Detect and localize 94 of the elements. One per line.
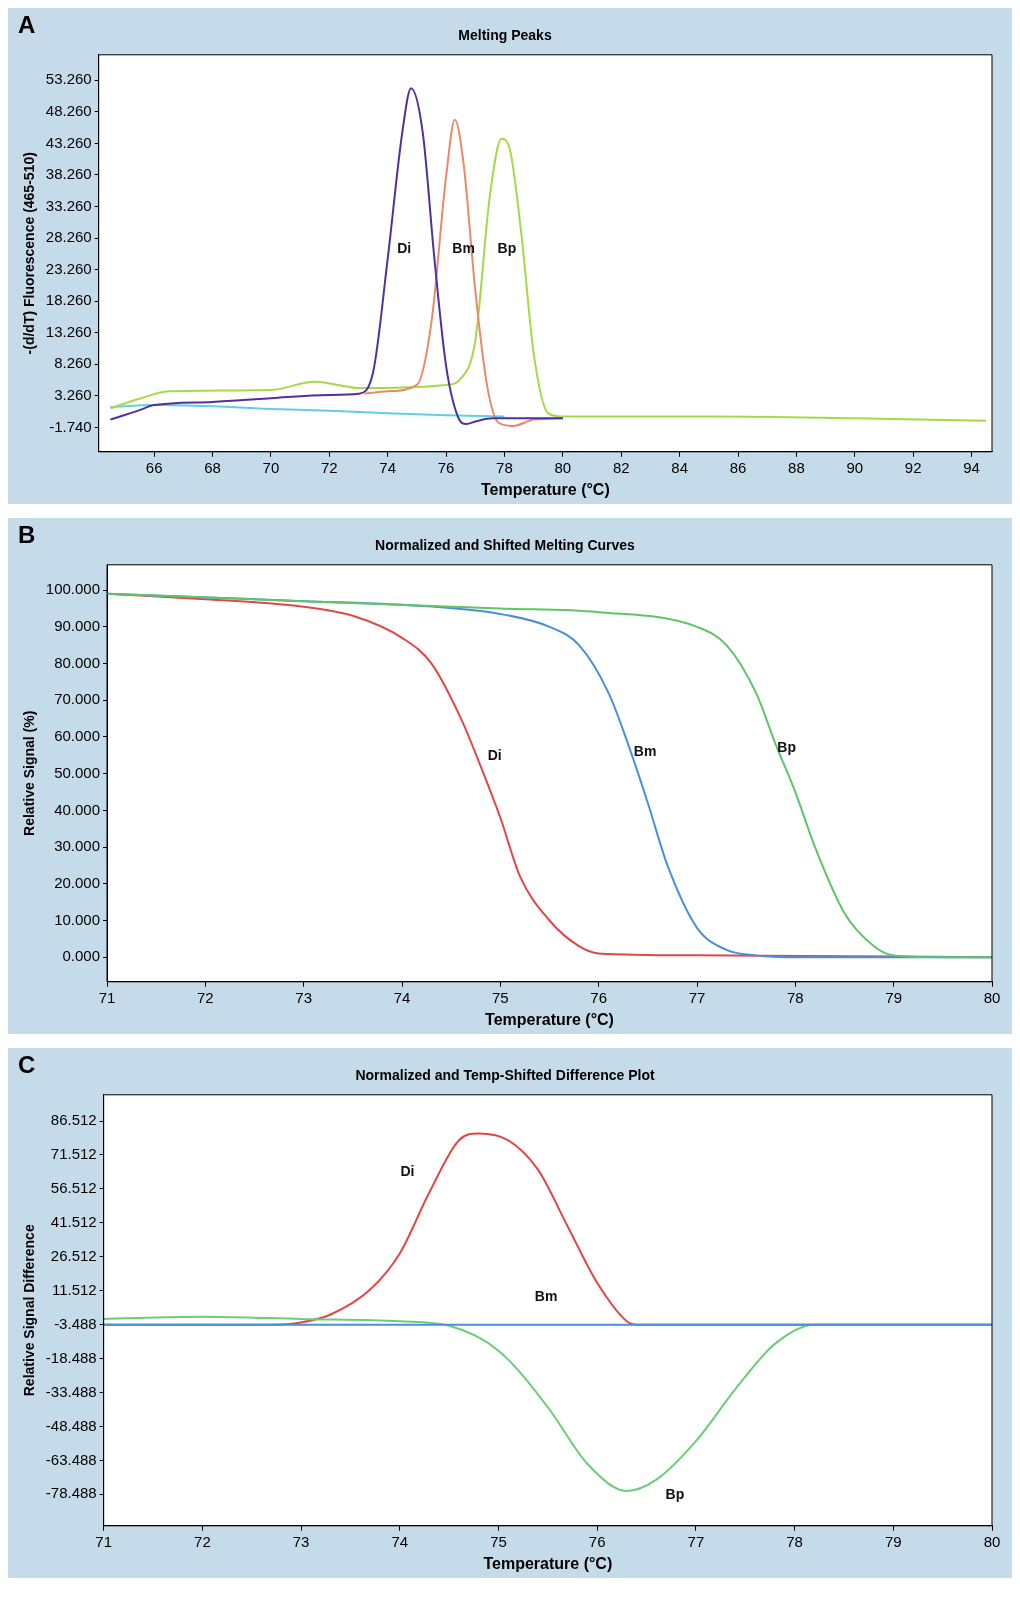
x-tick-label: 78	[786, 1532, 803, 1550]
line-series	[107, 592, 992, 959]
y-tick-label: 80.000	[54, 653, 101, 671]
y-tick-label: 11.512	[51, 1280, 97, 1298]
y-tick-label: 0.000	[62, 947, 101, 965]
x-tick-label: 94	[963, 458, 980, 476]
y-tick-label: 10.000	[54, 910, 101, 928]
x-tick-label: 78	[496, 458, 513, 476]
y-tick-label: 3.260	[54, 386, 92, 404]
chart-title: Normalized and Temp-Shifted Difference Plot	[355, 1067, 655, 1084]
x-tick-label: 78	[786, 988, 804, 1006]
y-tick-label: 20.000	[54, 873, 101, 891]
x-tick-label: 76	[437, 458, 455, 476]
series-label: Bp	[497, 240, 517, 257]
x-tick-label: 72	[320, 458, 338, 476]
y-tick-label: 26.512	[50, 1246, 97, 1264]
y-tick-label: 8.260	[54, 354, 92, 372]
series-label: Bp	[665, 1486, 685, 1503]
y-tick-label: 40.000	[54, 800, 101, 818]
text: A	[18, 10, 36, 38]
y-tick-label: 50.000	[54, 763, 101, 781]
y-tick-label: 56.512	[50, 1179, 97, 1197]
y-tick-label: 18.260	[45, 291, 92, 309]
x-tick-label: 70	[262, 458, 280, 476]
x-tick-label: 72	[194, 1532, 211, 1550]
x-tick-label: 90	[846, 458, 864, 476]
y-tick-label: -3.488	[54, 1314, 97, 1332]
x-tick-label: 76	[590, 988, 608, 1006]
x-tick-label: 92	[904, 458, 922, 476]
series-label: Di	[400, 1163, 415, 1180]
y-axis-title: -(d/dT) Fluorescence (465-510)	[21, 152, 38, 355]
y-axis-title: Relative Signal (%)	[21, 710, 38, 836]
x-tick-label: 79	[884, 1532, 902, 1550]
y-tick-label: -18.488	[45, 1348, 97, 1366]
y-tick-label: 13.260	[45, 322, 92, 340]
x-tick-label: 88	[788, 458, 805, 476]
y-tick-label: 60.000	[54, 727, 101, 745]
x-tick-label: 80	[983, 1532, 1001, 1550]
y-tick-label: 23.260	[45, 259, 92, 277]
x-tick-label: 68	[204, 458, 221, 476]
x-tick-label: 80	[554, 458, 572, 476]
chart-title: Melting Peaks	[458, 27, 552, 44]
y-tick-label: 71.512	[50, 1145, 97, 1163]
y-tick-label: -33.488	[45, 1382, 97, 1400]
x-tick-label: 71	[95, 1532, 113, 1550]
y-tick-label: 86.512	[50, 1111, 97, 1129]
x-tick-label: 77	[688, 988, 706, 1006]
y-tick-label: 30.000	[54, 837, 101, 855]
y-tick-label: 41.512	[50, 1212, 97, 1230]
x-tick-label: 76	[588, 1532, 606, 1550]
y-tick-label: -63.488	[45, 1450, 97, 1468]
series-label: Bm	[633, 743, 657, 760]
y-tick-label: 100.000	[45, 580, 101, 598]
x-tick-label: 74	[393, 988, 411, 1006]
x-tick-label: 84	[671, 458, 688, 476]
series-label: Bm	[534, 1288, 558, 1305]
y-tick-label: 48.260	[45, 102, 92, 119]
x-tick-label: 72	[197, 988, 214, 1006]
x-tick-label: 74	[391, 1532, 409, 1550]
series-label: Bp	[777, 739, 797, 756]
y-tick-label: 70.000	[54, 690, 101, 708]
x-axis-title: Temperature (°C)	[480, 480, 610, 498]
x-axis-title: Temperature (°C)	[483, 1554, 613, 1572]
text: C	[18, 1050, 36, 1078]
line-series	[109, 404, 506, 418]
x-tick-label: 82	[612, 458, 630, 476]
x-tick-label: 73	[292, 1532, 310, 1550]
x-tick-label: 73	[295, 988, 313, 1006]
series-label: Di	[487, 747, 502, 764]
x-tick-label: 75	[490, 1532, 507, 1550]
y-tick-label: 28.260	[45, 228, 92, 246]
y-tick-label: 53.260	[45, 70, 92, 88]
y-axis-title: Relative Signal Difference	[21, 1224, 38, 1397]
y-tick-label: 33.260	[45, 196, 92, 214]
x-tick-label: 79	[885, 988, 903, 1006]
x-axis-title: Temperature (°C)	[485, 1010, 614, 1028]
chart-title: Normalized and Shifted Melting Curves	[375, 537, 636, 554]
text: B	[18, 520, 36, 548]
x-tick-label: 80	[983, 988, 1001, 1006]
y-tick-label: -1.740	[49, 417, 92, 435]
line-series	[109, 137, 988, 422]
x-tick-label: 74	[379, 458, 397, 476]
y-tick-label: 43.260	[45, 133, 92, 151]
x-tick-label: 86	[729, 458, 747, 476]
y-tick-label: -78.488	[45, 1484, 97, 1502]
line-series	[109, 87, 564, 426]
series-label: Di	[397, 240, 412, 257]
x-tick-label: 71	[98, 988, 116, 1006]
y-tick-label: -48.488	[45, 1416, 97, 1434]
y-tick-label: 38.260	[45, 165, 92, 183]
y-tick-label: 90.000	[54, 616, 101, 634]
x-tick-label: 77	[687, 1532, 705, 1550]
x-tick-label: 66	[145, 458, 163, 476]
x-tick-label: 75	[492, 988, 509, 1006]
